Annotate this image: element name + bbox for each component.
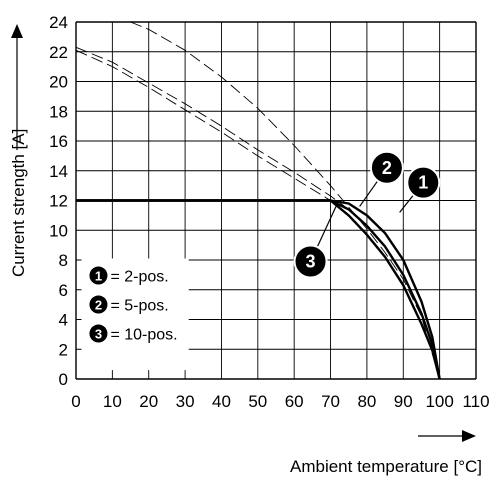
- y-tick-label: 8: [59, 251, 68, 270]
- series-line: [76, 199, 441, 380]
- legend: 1 = 2-pos. 2 = 5-pos. 3 = 10-pos.: [81, 258, 189, 371]
- y-axis-title: Current strength [A]: [9, 129, 28, 277]
- legend-label: = 2-pos.: [110, 269, 168, 286]
- y-tick-label: 2: [59, 340, 68, 359]
- x-tick-label: 0: [71, 392, 80, 411]
- x-tick-label: 40: [212, 392, 231, 411]
- y-tick-label: 16: [49, 132, 68, 151]
- y-tick-label: 6: [59, 281, 68, 300]
- callout-marker: [293, 244, 328, 279]
- x-tick-label: 110: [462, 392, 489, 411]
- x-tick-label: 30: [176, 392, 195, 411]
- x-tick-label: 50: [248, 392, 267, 411]
- legend-marker: [89, 324, 108, 343]
- x-tick-label: 80: [357, 392, 376, 411]
- x-tick-label: 60: [285, 392, 304, 411]
- legend-marker-number: 3: [95, 327, 102, 342]
- y-tick-label: 12: [49, 192, 68, 211]
- legend-marker-number: 1: [95, 269, 102, 284]
- grid: [75, 21, 477, 380]
- y-tick-label: 18: [49, 102, 68, 121]
- callouts: 1 2 3: [293, 150, 441, 279]
- legend-marker: [89, 295, 108, 314]
- x-tick-label: 10: [103, 392, 122, 411]
- legend-marker: [89, 266, 108, 285]
- x-tick-label: 20: [139, 392, 158, 411]
- callout-number: 2: [382, 158, 392, 178]
- dashed-curve: [130, 21, 441, 380]
- x-tick-label: 100: [425, 392, 453, 411]
- legend-label: = 10-pos.: [110, 327, 177, 344]
- legend-label: = 5-pos.: [110, 298, 168, 315]
- callout-marker: [369, 150, 404, 185]
- y-tick-label: 22: [49, 43, 68, 62]
- x-tick-label: 70: [321, 392, 340, 411]
- tick-labels: 0 10 20 30 40 50 60 70 80 90 100 110024681012141618…: [49, 13, 489, 411]
- series-lines: [75, 21, 441, 380]
- legend-marker-number: 2: [95, 298, 102, 313]
- callout-number: 1: [418, 173, 428, 193]
- y-tick-label: 24: [49, 13, 68, 32]
- y-tick-label: 0: [59, 370, 68, 389]
- y-tick-label: 10: [49, 221, 68, 240]
- y-tick-label: 4: [59, 311, 68, 330]
- series-line: [76, 199, 441, 380]
- y-tick-label: 20: [49, 73, 68, 92]
- x-axis-arrow: [418, 430, 476, 442]
- x-axis-title: Ambient temperature [°C]: [290, 457, 482, 476]
- y-tick-label: 14: [49, 162, 68, 181]
- callout-number: 3: [306, 251, 316, 271]
- callout-marker: [406, 165, 441, 200]
- dashed-curve: [75, 49, 331, 201]
- y-axis-arrow: [11, 24, 23, 150]
- dashed-curve: [75, 46, 349, 210]
- x-tick-label: 90: [394, 392, 413, 411]
